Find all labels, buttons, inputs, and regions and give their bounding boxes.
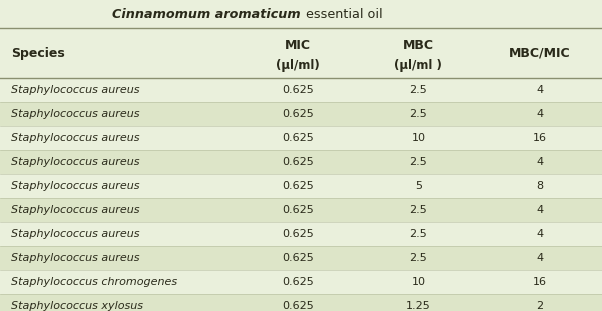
Text: Staphylococcus aureus: Staphylococcus aureus [11, 157, 139, 167]
Text: 16: 16 [533, 277, 547, 287]
Bar [0, 102, 602, 126]
Text: essential oil: essential oil [302, 7, 383, 21]
Text: 2.5: 2.5 [409, 205, 427, 215]
Text: 4: 4 [536, 85, 544, 95]
Bar [0, 246, 602, 270]
Bar [0, 126, 602, 150]
Text: 4: 4 [536, 253, 544, 263]
Bar [0, 150, 602, 174]
Text: 2.5: 2.5 [409, 253, 427, 263]
Text: 0.625: 0.625 [282, 85, 314, 95]
Text: 2.5: 2.5 [409, 229, 427, 239]
Text: 0.625: 0.625 [282, 181, 314, 191]
Text: Staphylococcus aureus: Staphylococcus aureus [11, 133, 139, 143]
Text: 2.5: 2.5 [409, 85, 427, 95]
Text: 0.625: 0.625 [282, 133, 314, 143]
Text: Staphylococcus aureus: Staphylococcus aureus [11, 85, 139, 95]
Bar [0, 294, 602, 311]
Text: Cinnamomum aromaticum: Cinnamomum aromaticum [113, 7, 301, 21]
Bar [0, 174, 602, 198]
Text: MBC/MIC: MBC/MIC [509, 47, 571, 59]
Bar [0, 222, 602, 246]
Text: 2.5: 2.5 [409, 157, 427, 167]
Bar [0, 0, 602, 28]
Text: 0.625: 0.625 [282, 157, 314, 167]
Text: Staphylococcus aureus: Staphylococcus aureus [11, 253, 139, 263]
Text: 10: 10 [411, 133, 426, 143]
Text: 10: 10 [411, 277, 426, 287]
Bar [0, 78, 602, 102]
Text: 0.625: 0.625 [282, 229, 314, 239]
Text: Staphylococcus chromogenes: Staphylococcus chromogenes [11, 277, 177, 287]
Text: 0.625: 0.625 [282, 301, 314, 311]
Text: 4: 4 [536, 205, 544, 215]
Text: MBC: MBC [403, 39, 434, 52]
Text: (μl/ml): (μl/ml) [276, 59, 320, 72]
Text: Staphylococcus aureus: Staphylococcus aureus [11, 181, 139, 191]
Bar [0, 198, 602, 222]
Text: 0.625: 0.625 [282, 109, 314, 119]
Text: 0.625: 0.625 [282, 205, 314, 215]
Text: Staphylococcus aureus: Staphylococcus aureus [11, 205, 139, 215]
Text: Staphylococcus aureus: Staphylococcus aureus [11, 229, 139, 239]
Text: (μl/ml ): (μl/ml ) [394, 59, 442, 72]
Text: 4: 4 [536, 109, 544, 119]
Text: 4: 4 [536, 229, 544, 239]
Text: 1.25: 1.25 [406, 301, 431, 311]
Bar [0, 270, 602, 294]
Text: MIC: MIC [285, 39, 311, 52]
Text: 4: 4 [536, 157, 544, 167]
Text: Staphylococcus aureus: Staphylococcus aureus [11, 109, 139, 119]
Text: Species: Species [11, 47, 64, 59]
Text: 8: 8 [536, 181, 544, 191]
Text: 0.625: 0.625 [282, 253, 314, 263]
Text: 16: 16 [533, 133, 547, 143]
Text: 2: 2 [536, 301, 544, 311]
Text: 0.625: 0.625 [282, 277, 314, 287]
Text: Staphylococcus xylosus: Staphylococcus xylosus [11, 301, 143, 311]
Text: 5: 5 [415, 181, 422, 191]
Text: 2.5: 2.5 [409, 109, 427, 119]
Bar [0, 28, 602, 78]
